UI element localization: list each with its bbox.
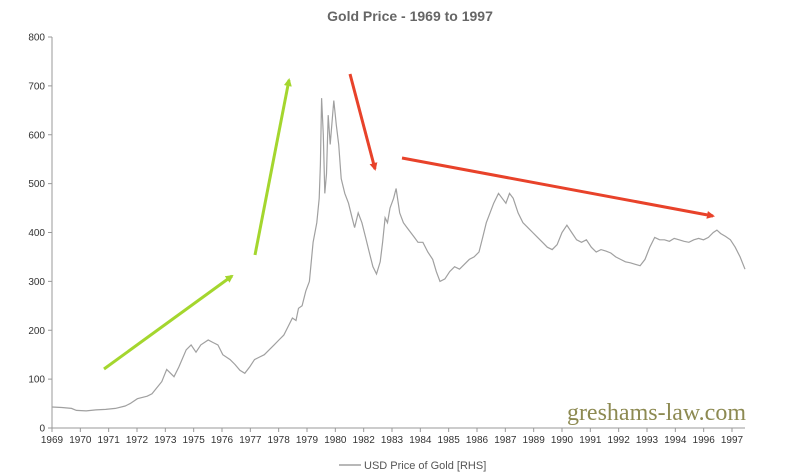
- y-tick-label: 100: [28, 375, 45, 386]
- x-tick-label: 1990: [551, 435, 574, 446]
- red-arrow-2: [401, 156, 715, 219]
- x-tick-label: 1980: [324, 435, 347, 446]
- x-tick-label: 1989: [523, 435, 546, 446]
- legend: USD Price of Gold [RHS]: [339, 460, 486, 472]
- x-tick-label: 1975: [183, 435, 206, 446]
- y-axis-ticks: 0 100 200 300 400 500 600 700 800: [28, 33, 52, 435]
- y-tick-label: 400: [28, 228, 45, 239]
- chart-title: Gold Price - 1969 to 1997: [327, 8, 493, 24]
- x-tick-label: 1986: [466, 435, 489, 446]
- red-arrow-1: [348, 73, 378, 171]
- y-tick-label: 500: [28, 179, 45, 190]
- x-tick-label: 1992: [608, 435, 631, 446]
- x-tick-label: 1997: [721, 435, 744, 446]
- y-tick-label: 800: [28, 33, 45, 44]
- y-tick-label: 700: [28, 81, 45, 92]
- x-tick-label: 1983: [381, 435, 404, 446]
- x-tick-label: 1971: [98, 435, 121, 446]
- x-tick-label: 1979: [296, 435, 319, 446]
- y-tick-label: 600: [28, 130, 45, 141]
- x-tick-label: 1987: [494, 435, 517, 446]
- x-tick-label: 1982: [353, 435, 376, 446]
- x-tick-label: 1969: [41, 435, 64, 446]
- x-tick-label: 1994: [664, 435, 687, 446]
- x-axis-ticks: 1969 1970 1971 1972 1973 1975 1976 1977 1978 1979…: [41, 428, 744, 446]
- x-tick-label: 1985: [438, 435, 461, 446]
- y-tick-label: 200: [28, 326, 45, 337]
- y-tick-label: 0: [39, 424, 45, 435]
- x-tick-label: 1991: [579, 435, 602, 446]
- green-arrow-2: [253, 78, 292, 256]
- green-arrow-1: [103, 274, 234, 371]
- x-tick-label: 1993: [636, 435, 659, 446]
- x-tick-label: 1976: [211, 435, 234, 446]
- y-tick-label: 300: [28, 277, 45, 288]
- legend-label: USD Price of Gold [RHS]: [364, 460, 486, 472]
- watermark: greshams-law.com: [567, 400, 746, 426]
- x-tick-label: 1973: [154, 435, 177, 446]
- x-tick-label: 1970: [69, 435, 92, 446]
- x-tick-label: 1984: [409, 435, 432, 446]
- x-tick-label: 1996: [693, 435, 716, 446]
- x-tick-label: 1972: [126, 435, 149, 446]
- series-line-usd-gold: [51, 98, 746, 412]
- x-tick-label: 1977: [239, 435, 262, 446]
- x-tick-label: 1978: [268, 435, 291, 446]
